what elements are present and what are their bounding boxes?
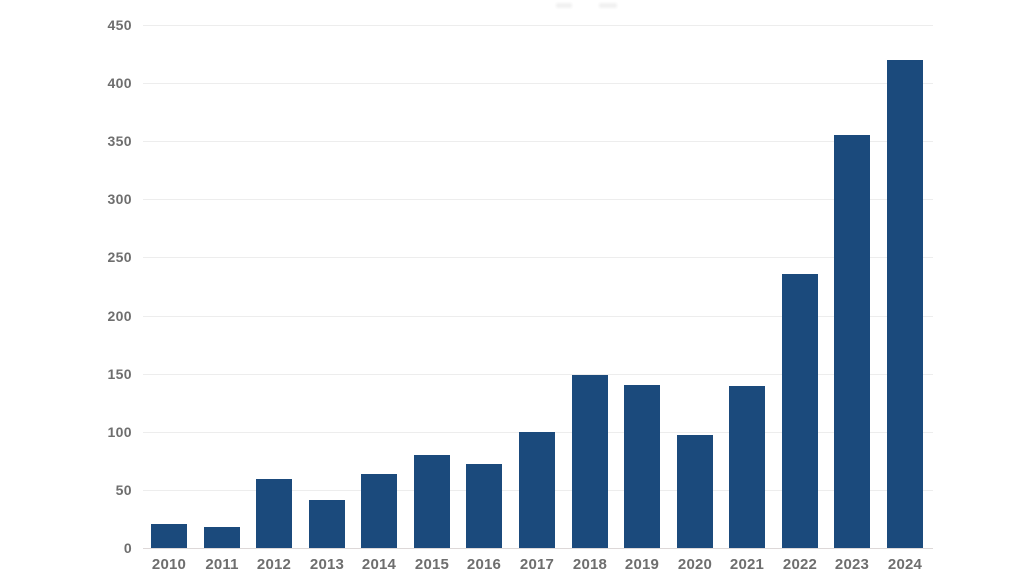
bar-2024 [887,60,923,548]
y-axis-tick-label: 300 [107,191,132,207]
bar-2022 [782,274,818,548]
title-remnant [599,3,617,8]
bar-2019 [624,385,660,548]
y-axis-tick-label: 250 [107,249,132,265]
y-axis-tick-label: 100 [107,424,132,440]
x-axis-line [143,548,933,549]
y-gridline [143,25,933,26]
x-axis-label-2023: 2023 [834,556,870,573]
x-axis-label-2013: 2013 [309,556,345,573]
x-axis-label-2015: 2015 [414,556,450,573]
x-axis-label-2019: 2019 [624,556,660,573]
bar-2017 [519,432,555,548]
bar-2015 [414,455,450,548]
x-axis-label-2022: 2022 [782,556,818,573]
x-axis-label-2021: 2021 [729,556,765,573]
y-axis-tick-label: 0 [123,540,132,556]
y-axis-tick-label: 150 [107,366,132,382]
y-gridline [143,316,933,317]
y-axis-tick-label: 200 [107,308,132,324]
bar-2023 [834,135,870,548]
y-axis-tick-label: 50 [115,482,132,498]
y-gridline [143,199,933,200]
bar-2011 [204,527,240,548]
x-axis-label-2012: 2012 [256,556,292,573]
bar-2013 [309,500,345,548]
bar-2016 [466,464,502,548]
bar-2018 [572,375,608,548]
y-gridline [143,257,933,258]
x-axis-label-2011: 2011 [205,556,239,573]
x-axis-label-2024: 2024 [887,556,923,573]
x-axis-label-2017: 2017 [519,556,555,573]
bar-2020 [677,435,713,548]
bar-2021 [729,386,765,548]
x-axis-label-2016: 2016 [466,556,502,573]
x-axis-label-2010: 2010 [151,556,187,573]
bar-2014 [361,474,397,548]
bar-2010 [151,524,187,548]
y-gridline [143,83,933,84]
y-axis-tick-label: 450 [107,17,132,33]
y-gridline [143,141,933,142]
bar-2012 [256,479,292,548]
title-remnant [556,3,572,8]
x-axis-label-2018: 2018 [572,556,608,573]
x-axis-label-2014: 2014 [361,556,397,573]
y-gridline [143,374,933,375]
y-axis-tick-label: 400 [107,75,132,91]
y-axis-tick-label: 350 [107,133,132,149]
x-axis-label-2020: 2020 [677,556,713,573]
